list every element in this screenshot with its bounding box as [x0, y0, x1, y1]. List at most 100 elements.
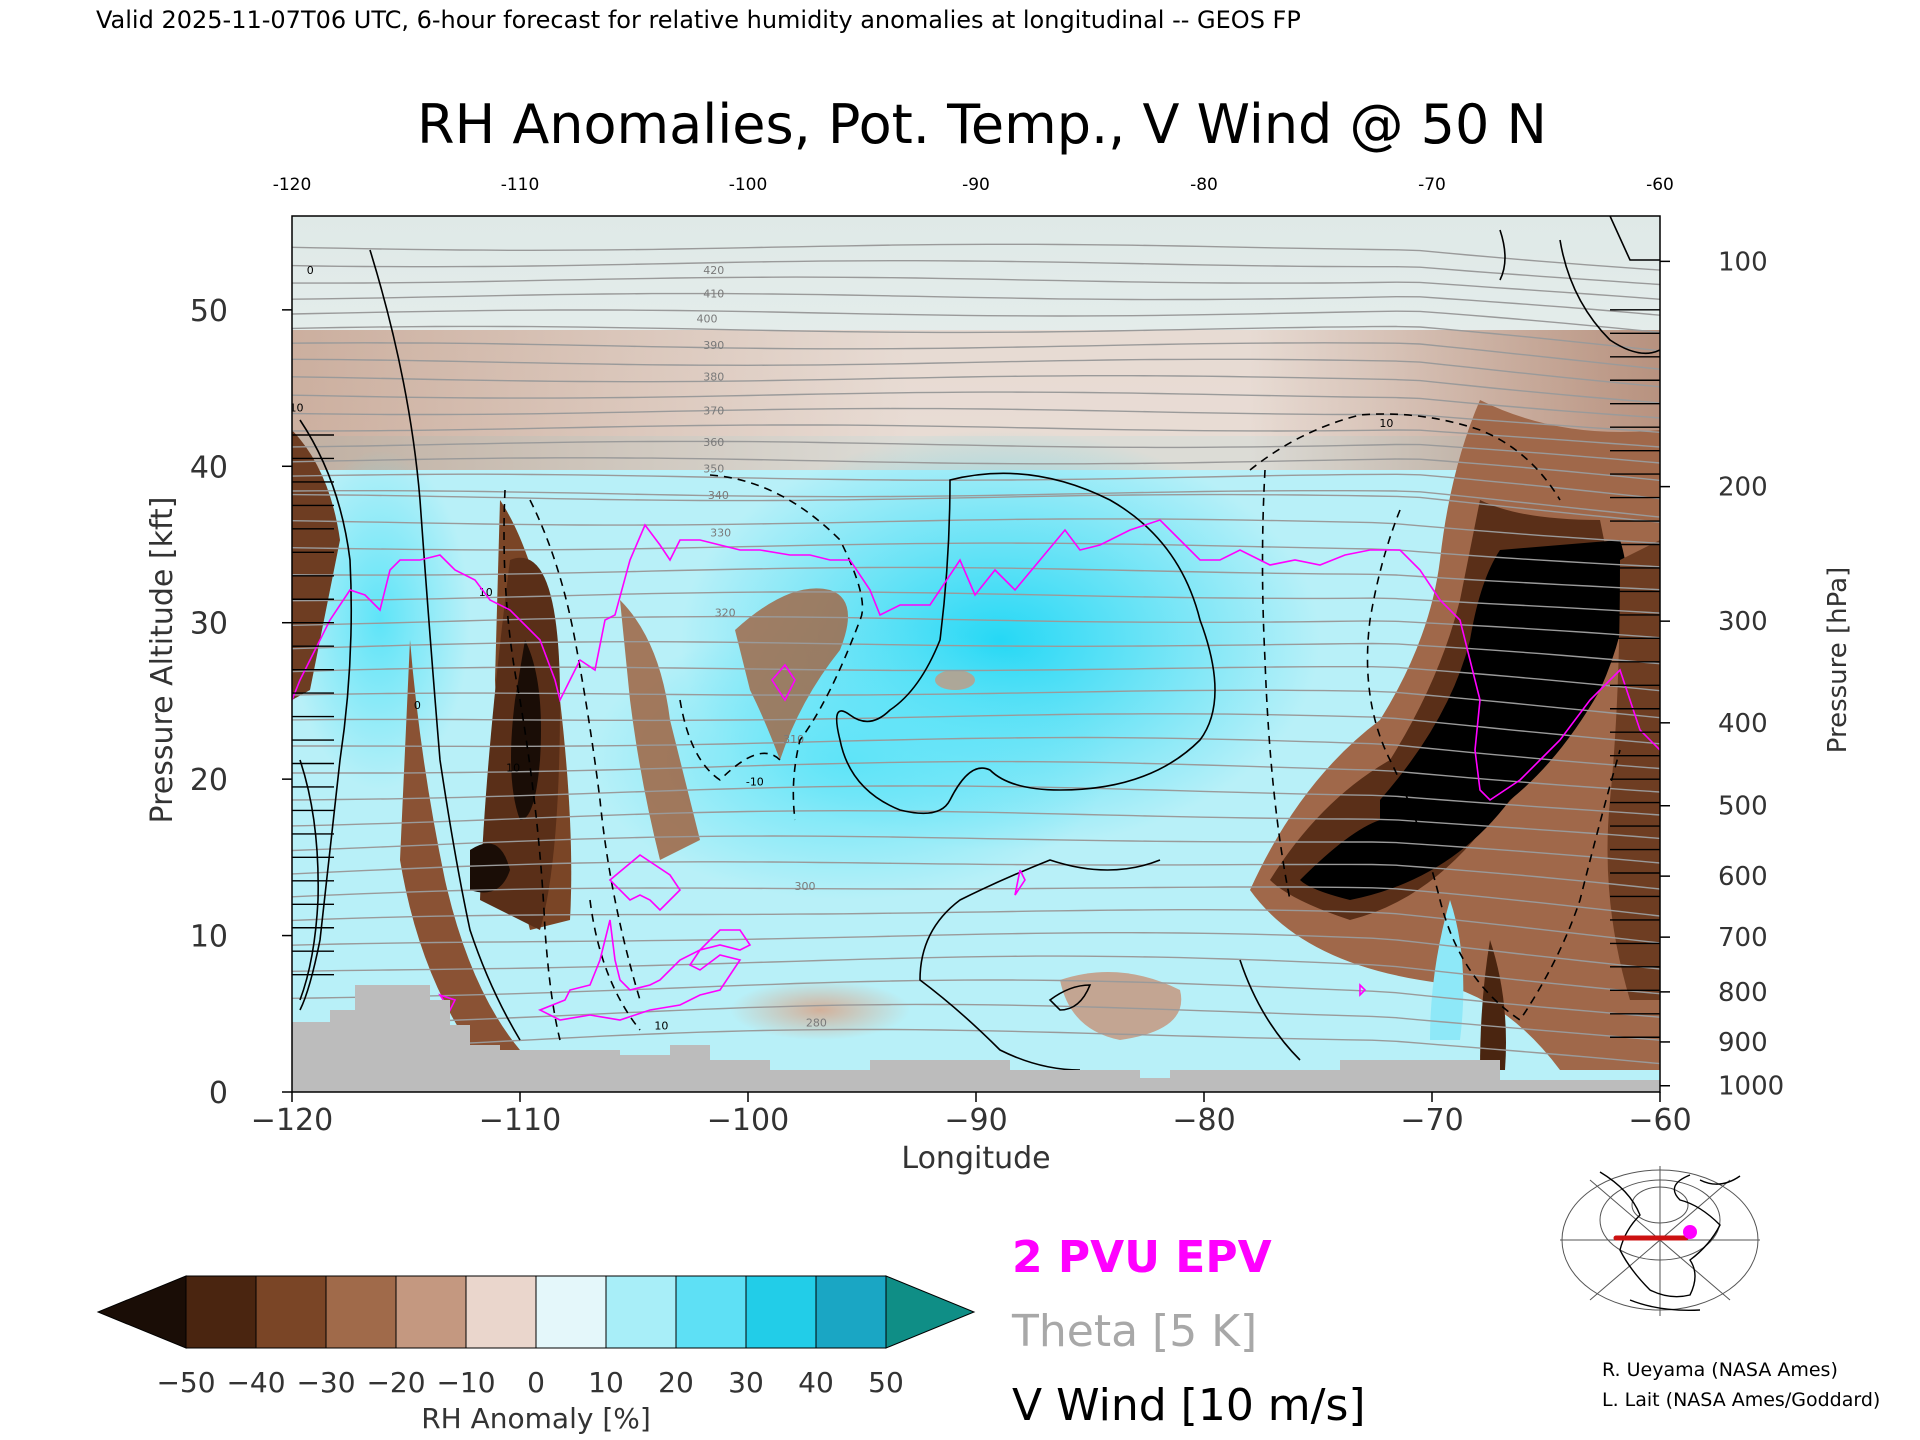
vwind-label: 10	[1379, 417, 1393, 430]
vwind-contour-center-solid	[835, 472, 1216, 815]
theta-contour-line	[292, 424, 1660, 448]
theta-label: 300	[795, 880, 816, 893]
vwind-contour-east-dashed-3	[1366, 509, 1621, 1022]
vwind-contour-east-solid-2	[1609, 216, 1660, 261]
x-tick-label: −100	[707, 1103, 789, 1138]
rh-dry-mid-patch-2	[935, 670, 975, 690]
colorbar-tick-label: 30	[728, 1366, 764, 1399]
vwind-contour-mid-dashed-2	[679, 699, 781, 782]
y-axis-left: 0 10 20 30 40 50	[190, 294, 292, 1111]
vwind-label: 10	[506, 761, 520, 774]
vwind-contour-center-solid-3	[1048, 984, 1092, 1011]
theta-contour-line	[292, 641, 1660, 665]
theta-contour-line	[292, 932, 1660, 970]
x-tick-label: −120	[251, 1103, 333, 1138]
theta-label: 410	[703, 287, 724, 300]
terrain-mask	[292, 985, 1660, 1092]
theta-contour-line	[292, 292, 1660, 316]
colorbar-bin	[815, 1275, 887, 1349]
pressure-tick-label: 100	[1718, 247, 1768, 277]
y-tick-label: 20	[190, 763, 228, 798]
colorbar-tick-label: 20	[658, 1366, 694, 1399]
vwind-contours	[299, 216, 1660, 1071]
theta-contour-line	[292, 909, 1660, 944]
theta-contour-line	[292, 490, 1660, 518]
rh-dry-column-c	[620, 600, 700, 860]
y-tick-label: 0	[209, 1076, 228, 1111]
vwind-label: -10	[746, 775, 764, 788]
vwind-contour-center-solid-2	[919, 859, 1161, 1071]
vwind-label: 10	[290, 402, 304, 415]
credit-line-1: R. Ueyama (NASA Ames)	[1602, 1359, 1838, 1381]
valid-time-header: Valid 2025-11-07T06 UTC, 6-hour forecast…	[96, 6, 1301, 34]
theta-contour-line	[292, 309, 1660, 334]
colorbar-bin	[745, 1275, 817, 1349]
credit-line-2: L. Lait (NASA Ames/Goddard)	[1602, 1389, 1880, 1411]
colorbar-bin	[535, 1275, 607, 1349]
theta-contour-line	[292, 325, 1660, 352]
epv-spike-center	[1014, 869, 1026, 896]
theta-contour-line	[292, 260, 1660, 286]
theta-label: 330	[710, 527, 731, 540]
vwind-contour-west-dashed-2	[529, 499, 641, 1001]
theta-label: 360	[703, 436, 724, 449]
colorbar-bin	[395, 1275, 467, 1349]
vwind-contour-west-solid-2	[299, 419, 353, 1011]
top-x-tick-label: -60	[1646, 175, 1674, 195]
theta-contour-line	[292, 1003, 1660, 1041]
theta-label: 320	[715, 606, 736, 619]
colorbar-tick-label: −10	[436, 1366, 495, 1399]
theta-contour-line	[292, 1028, 1660, 1065]
rh-dry-bottom-faint	[730, 980, 910, 1040]
theta-contour-line	[292, 736, 1660, 770]
pressure-tick-label: 900	[1718, 1028, 1768, 1058]
theta-contour-labels: 4204104003903803703603503403303203103002…	[696, 264, 826, 1029]
theta-contour-line	[292, 979, 1660, 1018]
colorbar-low-arrow	[96, 1275, 187, 1349]
rh-dry-east-lower	[1480, 940, 1506, 1070]
rh-moist-core-2	[590, 620, 1110, 900]
epv-fold-lower-2	[538, 919, 752, 1021]
x-tick-label: −60	[1628, 1103, 1691, 1138]
x-axis: −120 −110 −100 −90 −80 −70 −60	[251, 1092, 1692, 1138]
vwind-label: 10	[654, 1019, 668, 1032]
colorbar-tick-label: −20	[366, 1366, 425, 1399]
vwind-contour-west-solid	[369, 249, 521, 1041]
pressure-tick-label: 600	[1718, 862, 1768, 892]
y-tick-label: 40	[190, 450, 228, 485]
colorbar-tick-label: 50	[868, 1366, 904, 1399]
top-longitude-ticks: -120 -110 -100 -90 -80 -70 -60	[273, 175, 1674, 195]
y-axis-label-left: Pressure Altitude [kft]	[145, 497, 180, 824]
rh-anomaly-field	[292, 216, 1660, 1092]
theta-contour-line	[292, 861, 1660, 890]
rh-dry-core-left	[511, 640, 541, 820]
x-axis-label: Longitude	[901, 1141, 1050, 1176]
theta-contour-line	[292, 886, 1660, 917]
colorbar-tick-label: 10	[588, 1366, 624, 1399]
theta-contour-line	[292, 375, 1660, 404]
colorbar-bin	[185, 1275, 257, 1349]
theta-contour-line	[292, 785, 1660, 816]
legend-epv: 2 PVU EPV	[1012, 1232, 1272, 1283]
colorbar-bin	[605, 1275, 677, 1349]
theta-label: 280	[806, 1016, 827, 1029]
vwind-contour-west-solid-3	[299, 759, 319, 1001]
pressure-tick-label: 400	[1718, 709, 1768, 739]
colorbar-bin	[465, 1275, 537, 1349]
theta-contour-line	[292, 391, 1660, 419]
theta-contour-line	[292, 276, 1660, 300]
colorbar-tick-label: −30	[296, 1366, 355, 1399]
epv-tropopause-line	[292, 519, 1660, 802]
colorbar-bin	[675, 1275, 747, 1349]
x-tick-label: −110	[479, 1103, 561, 1138]
epv-fold-lower	[608, 854, 682, 912]
y-axis-label-right: Pressure [hPa]	[1823, 567, 1853, 754]
plot-area: 4204104003903803703603503403303203103002…	[290, 216, 1660, 1092]
pressure-tick-label: 700	[1718, 923, 1768, 953]
theta-label: 390	[703, 339, 724, 352]
rh-dry-column-left	[400, 640, 520, 1060]
theta-contour-line	[292, 493, 1660, 523]
vwind-contour-west-dashed	[503, 489, 561, 1041]
